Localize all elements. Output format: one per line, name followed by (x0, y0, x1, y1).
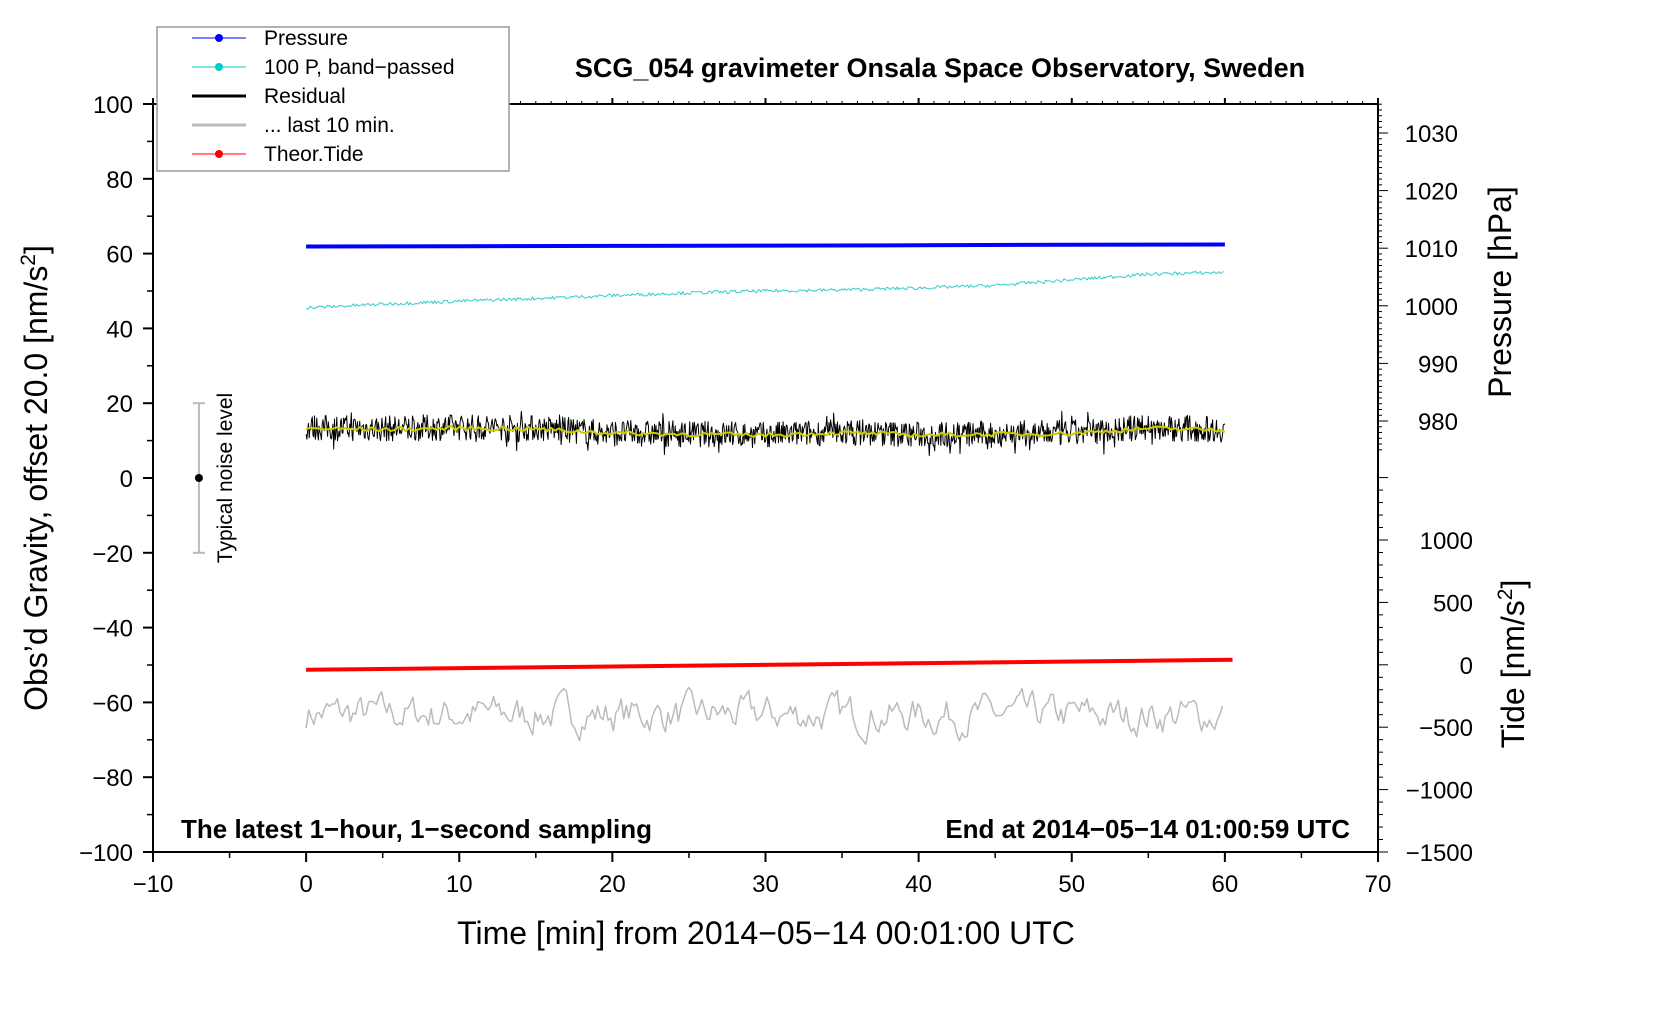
y-tick-label: −40 (92, 616, 133, 643)
y-tick-label: 100 (93, 92, 133, 119)
legend-label: 100 P, band−passed (264, 56, 455, 79)
annotation-left: The latest 1−hour, 1−second sampling (181, 814, 652, 844)
y-tick-label: 40 (106, 316, 133, 343)
noise-level-label: Typical noise level (214, 393, 237, 563)
y-tick-label: 0 (120, 466, 133, 493)
x-tick-label: 50 (1058, 871, 1085, 898)
legend-label: ... last 10 min. (264, 114, 395, 137)
series-band-passed (305, 270, 1224, 310)
tide-tick-label: 1000 (1420, 528, 1473, 555)
legend-marker (215, 63, 223, 71)
legend-marker (215, 34, 223, 42)
legend-marker (215, 150, 223, 158)
x-tick-label: 70 (1365, 871, 1392, 898)
noise-level-bar (192, 402, 205, 554)
legend-box (156, 26, 510, 172)
tide-tick-label: −500 (1419, 715, 1473, 742)
y-tick-label: −20 (92, 541, 133, 568)
pressure-tick-label: 990 (1418, 351, 1458, 378)
tide-tick-label: −1500 (1406, 840, 1473, 867)
axes: −10 0 10 20 30 40 50 60 70100806040200−20−40−60−… (79, 92, 1473, 898)
x-tick-label: −10 (133, 871, 174, 898)
annotation-right: End at 2014−05−14 01:00:59 UTC (945, 814, 1350, 844)
plot-frame (152, 103, 1379, 853)
pressure-axis-label: Pressure [hPa] (1482, 186, 1518, 398)
x-tick-label: 60 (1212, 871, 1239, 898)
series-theor-tide (306, 657, 1233, 672)
series-residual (305, 410, 1226, 457)
chart-title: SCG_054 gravimeter Onsala Space Observat… (575, 53, 1305, 83)
y-tick-label: 60 (106, 242, 133, 269)
tide-tick-label: −1000 (1406, 778, 1473, 805)
pressure-tick-label: 1030 (1405, 121, 1458, 148)
x-tick-label: 0 (299, 871, 312, 898)
pressure-tick-label: 1020 (1405, 179, 1458, 206)
legend-label: Pressure (264, 27, 348, 50)
y-tick-label: −60 (92, 690, 133, 717)
x-tick-label: 10 (446, 871, 473, 898)
x-axis-label: Time [min] from 2014−05−14 00:01:00 UTC (457, 915, 1075, 951)
legend: Pressure 100 P, band−passed Residual ... la… (156, 26, 510, 172)
series-last-10-min (305, 686, 1224, 746)
noise-bar-center (194, 474, 203, 482)
y-tick-label: 20 (106, 391, 133, 418)
pressure-tick-label: 1000 (1405, 294, 1458, 321)
x-tick-label: 20 (599, 871, 626, 898)
tide-tick-label: 500 (1433, 590, 1473, 617)
y-axis-label: Obs’d Gravity, offset 20.0 [nm/s2] (17, 245, 54, 711)
series-residual-smoothed (305, 425, 1226, 438)
legend-label: Theor.Tide (264, 143, 364, 166)
tide-axis-label: Tide [nm/s2] (1494, 580, 1531, 749)
pressure-tick-label: 980 (1418, 409, 1458, 436)
x-tick-label: 40 (905, 871, 932, 898)
pressure-tick-label: 1010 (1405, 236, 1458, 263)
y-tick-label: −100 (79, 840, 133, 867)
x-tick-label: 30 (752, 871, 779, 898)
y-tick-label: 80 (106, 167, 133, 194)
series-pressure (306, 242, 1225, 249)
series-layer (305, 242, 1233, 746)
y-tick-label: −80 (92, 765, 133, 792)
legend-label: Residual (264, 85, 346, 108)
tide-tick-label: 0 (1460, 653, 1473, 680)
